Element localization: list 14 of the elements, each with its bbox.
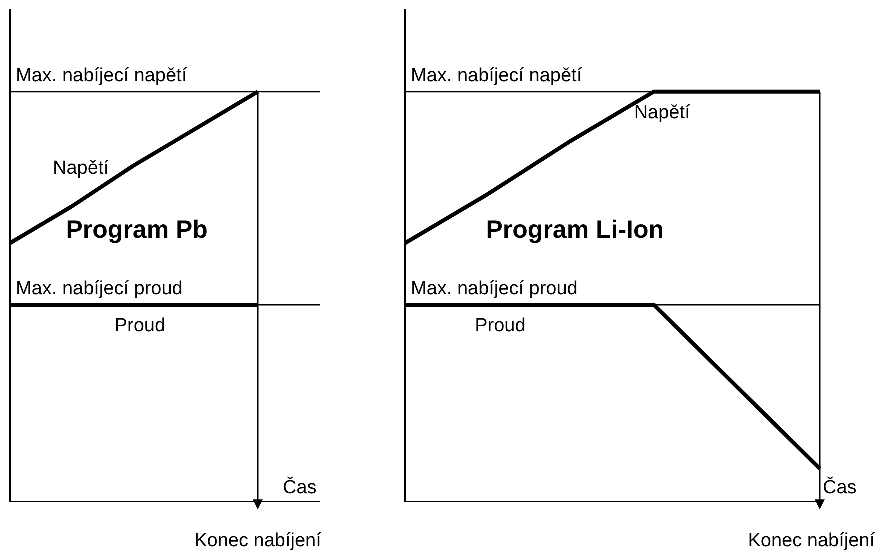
series-label: Proud [475, 316, 526, 337]
text: Konec nabíjení [748, 530, 876, 552]
x-axis-title: Čas [283, 476, 317, 498]
ref-line-label: Max. nabíjecí napětí [411, 66, 583, 87]
series-label: Napětí [634, 102, 692, 124]
ref-line-label: Max. nabíjecí proud [16, 278, 183, 300]
text: Program Li-Ion [486, 216, 664, 244]
x-axis-title: Čas [823, 476, 857, 498]
ref-line-label: Max. nabíjecí proud [411, 278, 578, 300]
series-label: Proud [114, 316, 166, 337]
text: Konec nabíjení [194, 530, 322, 552]
text: Program Pb [66, 216, 208, 244]
ref-line-label: Max. nabíjecí napětí [16, 66, 188, 87]
series-label: Napětí [53, 158, 110, 179]
